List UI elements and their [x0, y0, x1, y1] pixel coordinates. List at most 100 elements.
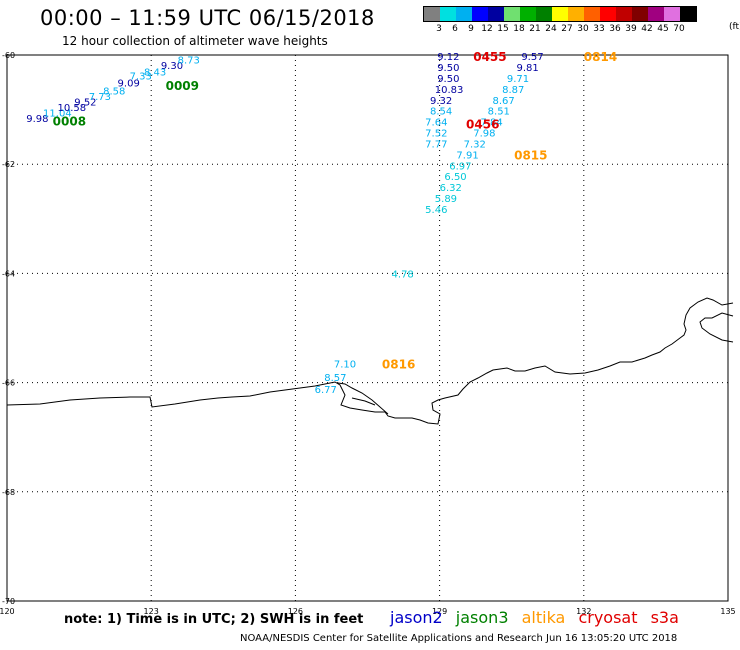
- legend-tick-label: 3: [436, 24, 442, 34]
- pass-time-label: 0455: [473, 50, 506, 64]
- legend-tick-label: 6: [452, 24, 458, 34]
- wave-height-label: 7.77: [425, 139, 447, 150]
- satellite-jason3: jason3: [455, 608, 509, 627]
- legend-tick-label: 45: [657, 24, 669, 34]
- wave-height-label: 6.32: [440, 183, 462, 194]
- legend-tick-label: 24: [545, 24, 557, 34]
- legend-swatch: [616, 7, 632, 21]
- legend-tick-label: 18: [513, 24, 525, 34]
- wave-height-label: 10.58: [57, 103, 86, 114]
- legend-swatch: [504, 7, 520, 21]
- wave-height-label: 9.52: [74, 97, 96, 108]
- legend-tick-label: 30: [577, 24, 589, 34]
- credit-footer: NOAA/NESDIS Center for Satellite Applica…: [240, 633, 678, 644]
- wave-height-label: 8.67: [492, 96, 514, 107]
- wave-height-label: 4.78: [392, 269, 414, 280]
- island-inlet-outline: [337, 382, 389, 415]
- chart-title: 00:00 – 11:59 UTC 06/15/2018: [40, 6, 375, 30]
- wave-height-label: 7.98: [473, 129, 495, 140]
- lon-tick-label: 123: [144, 607, 159, 616]
- lat-tick-label: -70: [2, 597, 15, 606]
- legend-swatch: [680, 7, 696, 21]
- wave-height-label: 7.33: [130, 72, 152, 83]
- legend-swatch: [424, 7, 440, 21]
- legend-swatch: [440, 7, 456, 21]
- wave-height-label: 8.54: [430, 107, 452, 118]
- wave-height-label: 8.73: [178, 55, 200, 66]
- axis-labels: 120 123 126 129 132 135 -60 -62 -64 -66 -68 -70: [0, 51, 736, 616]
- wave-height-label: 7.91: [456, 150, 478, 161]
- wave-height-label: 9.57: [521, 52, 543, 63]
- legend-tick-label: 70: [673, 24, 685, 34]
- wave-height-label: 7.32: [464, 139, 486, 150]
- satellite-key: jason2 jason3 altika cryosat s3a: [390, 608, 687, 627]
- legend-swatch: [552, 7, 568, 21]
- satellite-s3a: s3a: [650, 608, 679, 627]
- wave-height-label: 6.77: [315, 385, 337, 396]
- legend-tick-label: 36: [609, 24, 621, 34]
- wave-height-label: 9.50: [437, 63, 459, 74]
- legend-tick-label: 12: [481, 24, 493, 34]
- lat-tick-label: -68: [2, 488, 15, 497]
- legend-color-bar: [423, 6, 697, 22]
- legend-swatch: [648, 7, 664, 21]
- legend-tick-label: 9: [468, 24, 474, 34]
- lon-tick-label: 132: [576, 607, 591, 616]
- wave-height-label: 7.84: [480, 118, 502, 129]
- pass-time-label: 0008: [53, 115, 86, 129]
- satellite-altika: altika: [521, 608, 566, 627]
- lat-tick-label: -64: [2, 269, 15, 278]
- satellite-jason2: jason2: [390, 608, 443, 627]
- pass-time-label: 0814: [584, 50, 617, 64]
- legend-tick-label: 21: [529, 24, 541, 34]
- footnote: note: 1) Time is in UTC; 2) SWH is in fe…: [64, 612, 364, 627]
- lon-tick-label: 135: [720, 607, 735, 616]
- legend-swatch: [456, 7, 472, 21]
- wave-height-label: 9.30: [161, 61, 183, 72]
- wave-height-label: 9.09: [118, 78, 140, 89]
- legend-swatch: [584, 7, 600, 21]
- legend-swatch: [520, 7, 536, 21]
- wave-height-label: 7.10: [334, 359, 356, 370]
- map-frame: [6, 54, 729, 602]
- legend-tick-label: 39: [625, 24, 637, 34]
- legend-tick-label: 33: [593, 24, 605, 34]
- wave-height-label: 9.12: [437, 52, 459, 63]
- legend-tick-label: 27: [561, 24, 573, 34]
- lat-tick-label: -62: [2, 160, 15, 169]
- wave-height-label: 8.51: [488, 107, 510, 118]
- wave-height-label: 5.46: [425, 205, 447, 216]
- pass-time-label: 0009: [166, 79, 199, 93]
- legend-swatch: [536, 7, 552, 21]
- legend-swatch: [632, 7, 648, 21]
- wave-height-label: 11.04: [43, 108, 72, 119]
- satellite-cryosat: cryosat: [578, 608, 638, 627]
- wave-height-label: 5.89: [435, 194, 457, 205]
- legend-swatch: [664, 7, 680, 21]
- legend-unit: (ft): [729, 22, 740, 32]
- pass-time-label: 0815: [514, 148, 547, 162]
- legend-swatch: [568, 7, 584, 21]
- wave-height-observations: 9.9811.0410.589.527.738.589.097.338.439.…: [26, 52, 543, 396]
- graticule: [6, 54, 729, 602]
- lon-tick-label: 129: [432, 607, 447, 616]
- wave-height-label: 7.64: [425, 118, 447, 129]
- legend-labels: 3 6 9 12 15 18 21 24 27 30 33 36 39 42 45 70: [423, 22, 697, 36]
- wave-height-label: 6.97: [449, 161, 471, 172]
- legend-swatch: [488, 7, 504, 21]
- wave-height-label: 7.52: [425, 129, 447, 140]
- wave-height-label: 7.73: [89, 92, 111, 103]
- wave-height-label: 9.32: [430, 96, 452, 107]
- east-coast-bay: [699, 312, 734, 343]
- lat-tick-label: -60: [2, 51, 15, 60]
- lon-tick-label: 120: [0, 607, 15, 616]
- wave-height-label: 8.43: [144, 67, 166, 78]
- pass-time-labels: 0008 0009 0455 0456 0814 0815 0816: [53, 50, 618, 371]
- legend-tick-label: 15: [497, 24, 509, 34]
- lat-tick-label: -66: [2, 379, 15, 388]
- pass-time-label: 0816: [382, 357, 415, 371]
- legend-tick-label: 42: [641, 24, 653, 34]
- wave-height-label: 8.87: [502, 85, 524, 96]
